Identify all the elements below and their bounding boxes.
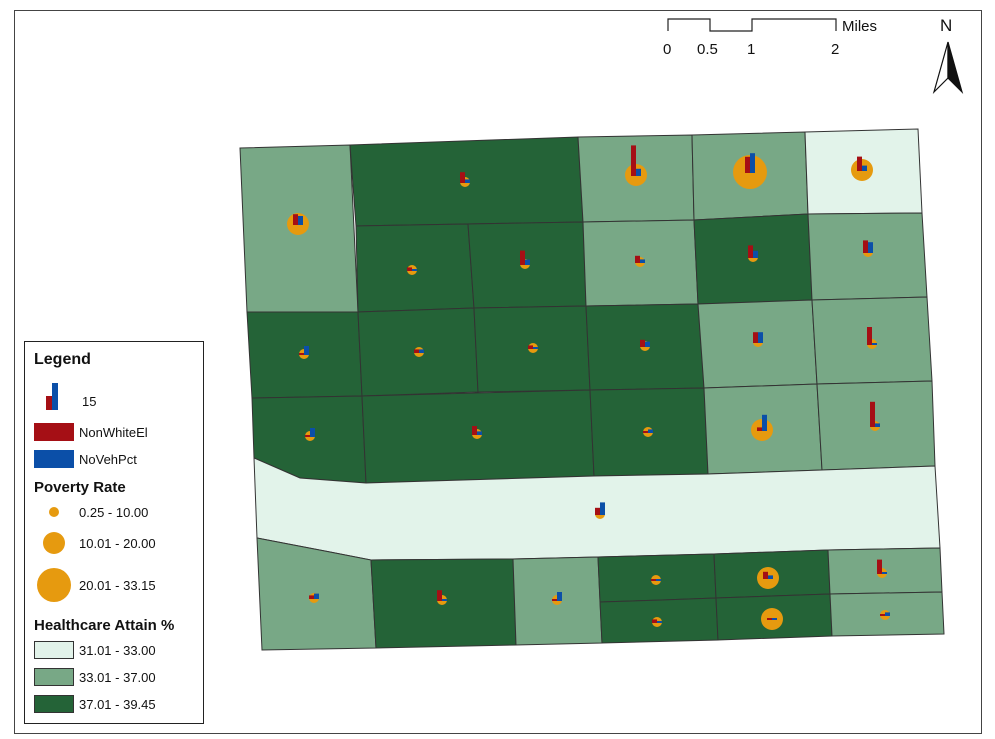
noveh-bar-band bbox=[600, 502, 605, 515]
nonwhite-bar-r4c5 bbox=[757, 427, 762, 431]
legend-poverty-large-label: 20.01 - 33.15 bbox=[79, 578, 156, 593]
nonwhite-bar-r4c1 bbox=[305, 435, 310, 437]
noveh-bar-r1c4 bbox=[750, 153, 755, 173]
nonwhite-bar-r6c3 bbox=[552, 599, 557, 601]
noveh-bar-r2c2 bbox=[412, 269, 417, 271]
noveh-bar-r1c5 bbox=[862, 165, 867, 171]
nonwhite-bar-r1c4 bbox=[745, 156, 750, 173]
nonwhite-bar-r1c5 bbox=[857, 156, 862, 171]
nonwhite-bar-r4c2 bbox=[472, 426, 477, 435]
legend-healthcare-medium-swatch bbox=[34, 668, 74, 686]
noveh-bar-r4c4 bbox=[648, 429, 653, 433]
noveh-bar-r6c6 bbox=[882, 572, 887, 574]
noveh-bar-r1c1 bbox=[298, 216, 303, 225]
nonwhite-bar-r3c2 bbox=[414, 349, 419, 353]
legend-poverty-small-label: 0.25 - 10.00 bbox=[79, 505, 149, 520]
noveh-bar-r3c2 bbox=[419, 349, 424, 353]
nonwhite-bar-r2c5 bbox=[748, 245, 753, 258]
noveh-bar-r6c1 bbox=[314, 593, 319, 599]
noveh-bar-r6c4 bbox=[656, 579, 661, 581]
legend-symbols bbox=[37, 383, 71, 602]
north-arrow-icon bbox=[932, 41, 964, 95]
noveh-bar-r4c2 bbox=[477, 431, 482, 435]
legend-poverty-medium-label: 10.01 - 20.00 bbox=[79, 536, 156, 551]
noveh-bar-r6c5 bbox=[768, 575, 773, 579]
noveh-bar-r3c1 bbox=[304, 346, 309, 355]
nonwhite-bar-r6c4 bbox=[651, 579, 656, 581]
nonwhite-bar-r3c5 bbox=[753, 332, 758, 343]
nonwhite-bar-r2c3 bbox=[520, 250, 525, 265]
scale-tick-0-5: 0.5 bbox=[697, 41, 718, 58]
legend-chart-scale-icon bbox=[46, 383, 58, 410]
nonwhite-bar-r7c5 bbox=[767, 618, 772, 620]
nonwhite-bar-r3c4 bbox=[640, 339, 645, 347]
legend-poverty-small-icon bbox=[49, 507, 59, 517]
noveh-bar-r3c3 bbox=[533, 347, 538, 349]
legend-healthcare-title: Healthcare Attain % bbox=[34, 617, 175, 634]
nonwhite-bar-r1c2 bbox=[460, 172, 465, 183]
noveh-bar-r6c2 bbox=[442, 599, 447, 601]
legend-poverty-medium-icon bbox=[43, 532, 65, 554]
noveh-bar-r4c5 bbox=[762, 414, 767, 431]
nonwhite-bar-r2c2 bbox=[407, 267, 412, 271]
legend-chart-scale-label: 15 bbox=[82, 394, 97, 409]
scale-tick-1: 1 bbox=[747, 41, 756, 58]
noveh-bar-r3c4 bbox=[645, 341, 650, 347]
noveh-bar-r4c1 bbox=[310, 428, 315, 437]
nonwhite-bar-r6c2 bbox=[437, 590, 442, 601]
nonwhite-bar-r4c4 bbox=[643, 431, 648, 433]
nonwhite-bar-r7c6 bbox=[880, 614, 885, 616]
noveh-bar-r2c6 bbox=[868, 242, 873, 253]
nonwhite-bar-r3c6 bbox=[867, 327, 872, 345]
legend-poverty-title: Poverty Rate bbox=[34, 479, 126, 496]
noveh-bar-r7c5 bbox=[772, 618, 777, 620]
legend-healthcare-dark-label: 37.01 - 39.45 bbox=[79, 697, 156, 712]
nonwhite-bar-r1c3 bbox=[631, 145, 636, 176]
noveh-bar-r6c3 bbox=[557, 592, 562, 601]
nonwhite-bar-r6c1 bbox=[309, 595, 314, 599]
scale-unit-label: Miles bbox=[842, 18, 878, 35]
scale-tick-0: 0 bbox=[663, 41, 672, 58]
scale-bar bbox=[667, 18, 837, 32]
nonwhite-bar-r3c3 bbox=[528, 345, 533, 349]
nonwhite-bar-r6c5 bbox=[763, 571, 768, 579]
nonwhite-bar-r4c6 bbox=[870, 401, 875, 427]
legend-nonwhite-label: NonWhiteEl bbox=[79, 425, 148, 440]
legend-noveh-swatch bbox=[34, 450, 74, 468]
census-tracts-layer bbox=[239, 128, 945, 651]
legend-title: Legend bbox=[34, 351, 91, 368]
noveh-bar-r7c6 bbox=[885, 612, 890, 616]
legend-healthcare-dark-swatch bbox=[34, 695, 74, 713]
chart-symbols-layer bbox=[287, 145, 890, 630]
nonwhite-bar-r1c1 bbox=[293, 214, 298, 225]
noveh-bar-r7c4 bbox=[657, 621, 662, 623]
legend-healthcare-light-label: 31.01 - 33.00 bbox=[79, 643, 156, 658]
legend-box: Legend 15 NonWhiteEl NoVehPct Poverty Ra… bbox=[24, 341, 204, 724]
nonwhite-bar-r3c1 bbox=[299, 353, 304, 355]
noveh-bar-r1c3 bbox=[636, 168, 641, 176]
nonwhite-bar-r2c6 bbox=[863, 240, 868, 253]
noveh-bar-r3c6 bbox=[872, 343, 877, 345]
noveh-bar-r3c5 bbox=[758, 332, 763, 343]
legend-healthcare-medium-label: 33.01 - 37.00 bbox=[79, 670, 156, 685]
nonwhite-bar-r2c4 bbox=[635, 255, 640, 263]
scale-tick-2: 2 bbox=[831, 41, 840, 58]
noveh-bar-r2c5 bbox=[753, 250, 758, 258]
noveh-bar-r2c4 bbox=[640, 259, 645, 263]
legend-healthcare-light-swatch bbox=[34, 641, 74, 659]
noveh-bar-r2c3 bbox=[525, 259, 530, 265]
legend-nonwhite-swatch bbox=[34, 423, 74, 441]
legend-poverty-large-icon bbox=[37, 568, 71, 602]
nonwhite-bar-band bbox=[595, 507, 600, 515]
noveh-bar-r1c2 bbox=[465, 179, 470, 183]
nonwhite-bar-r6c6 bbox=[877, 559, 882, 574]
nonwhite-bar-r7c4 bbox=[652, 619, 657, 623]
noveh-bar-r4c6 bbox=[875, 423, 880, 427]
legend-noveh-label: NoVehPct bbox=[79, 452, 137, 467]
north-label: N bbox=[940, 16, 953, 35]
